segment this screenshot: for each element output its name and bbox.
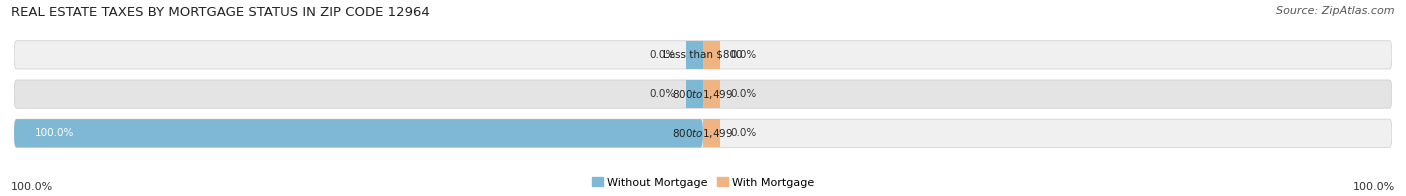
Text: 100.0%: 100.0%	[1353, 182, 1395, 192]
FancyBboxPatch shape	[14, 80, 1392, 108]
Text: Less than $800: Less than $800	[664, 50, 742, 60]
Text: 0.0%: 0.0%	[731, 50, 756, 60]
Bar	[703, 80, 720, 108]
FancyBboxPatch shape	[14, 119, 703, 147]
FancyBboxPatch shape	[14, 119, 1392, 147]
Text: 0.0%: 0.0%	[731, 89, 756, 99]
Text: 0.0%: 0.0%	[650, 89, 675, 99]
Bar	[686, 80, 703, 108]
Bar	[703, 41, 720, 69]
Bar	[686, 41, 703, 69]
Bar	[703, 119, 720, 147]
Text: REAL ESTATE TAXES BY MORTGAGE STATUS IN ZIP CODE 12964: REAL ESTATE TAXES BY MORTGAGE STATUS IN …	[11, 6, 430, 19]
Text: $800 to $1,499: $800 to $1,499	[672, 127, 734, 140]
Text: Source: ZipAtlas.com: Source: ZipAtlas.com	[1277, 6, 1395, 16]
Text: 0.0%: 0.0%	[731, 128, 756, 138]
FancyBboxPatch shape	[14, 41, 1392, 69]
Text: 100.0%: 100.0%	[11, 182, 53, 192]
Text: $800 to $1,499: $800 to $1,499	[672, 88, 734, 101]
Legend: Without Mortgage, With Mortgage: Without Mortgage, With Mortgage	[588, 173, 818, 192]
Text: 100.0%: 100.0%	[35, 128, 75, 138]
Text: 0.0%: 0.0%	[650, 50, 675, 60]
